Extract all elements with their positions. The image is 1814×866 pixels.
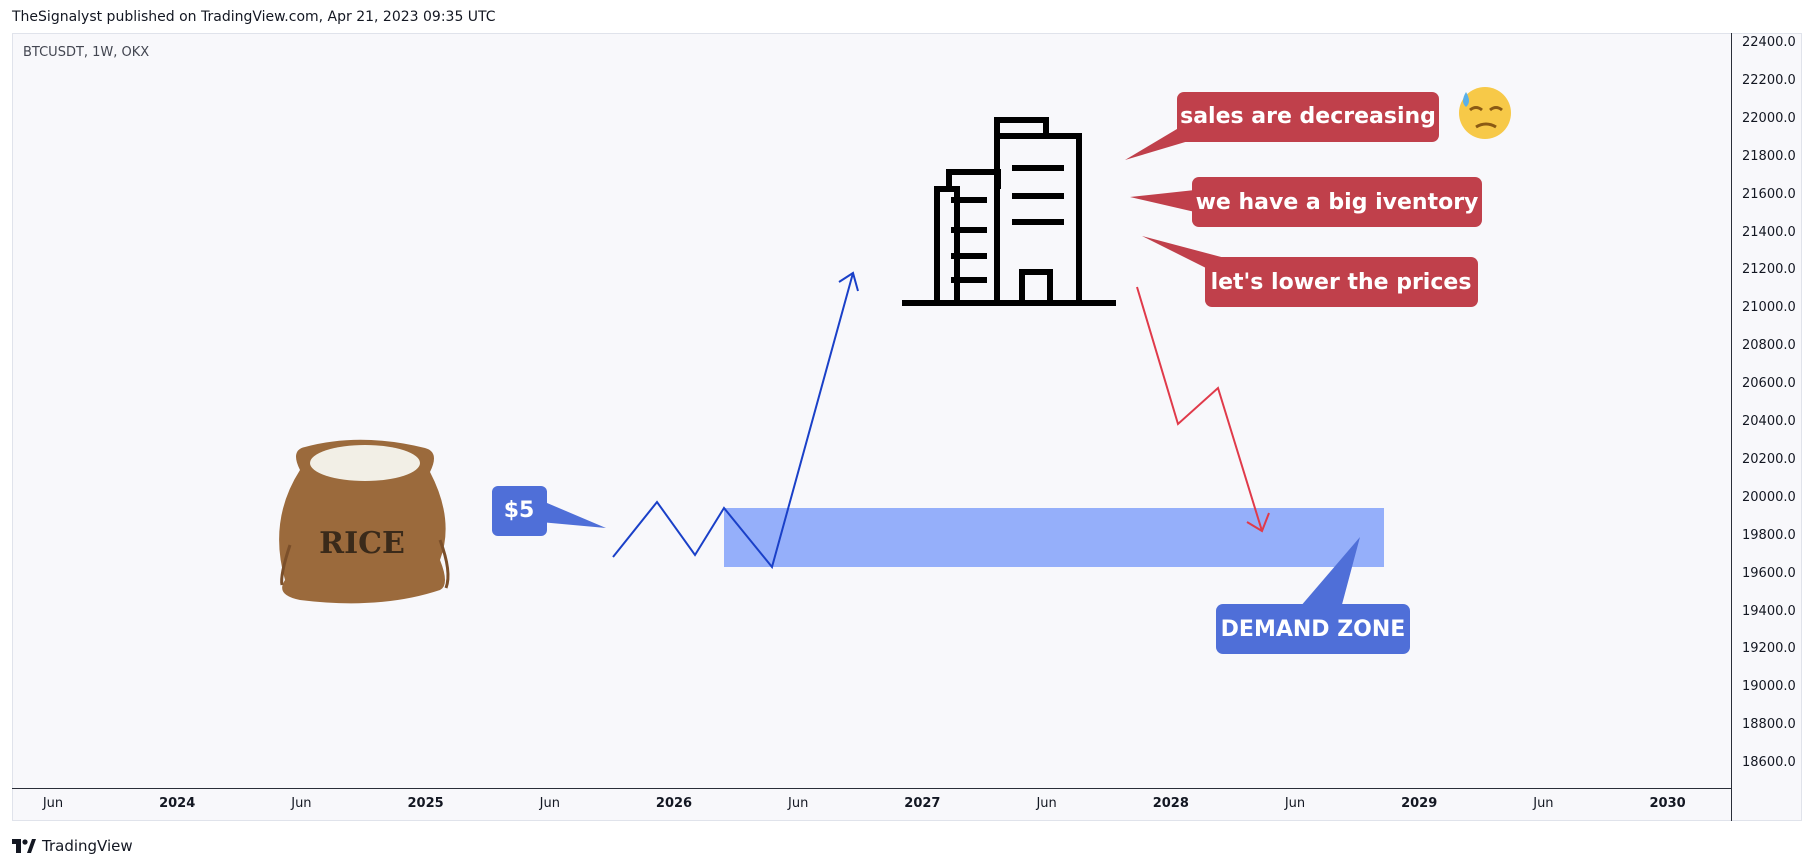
time-scale-border <box>12 788 1732 789</box>
symbol-legend[interactable]: BTCUSDT, 1W, OKX <box>23 45 150 60</box>
price-tick-label: 20200.0 <box>1742 451 1796 467</box>
speech-bubble-1[interactable]: sales are decreasing <box>1125 92 1439 160</box>
publication-header: TheSignalyst published on TradingView.co… <box>12 9 496 25</box>
price-tick-label: 21400.0 <box>1742 224 1796 240</box>
demand-zone-label: DEMAND ZONE <box>1221 617 1406 642</box>
price-tick-label: 19000.0 <box>1742 679 1796 695</box>
time-tick-label: 2026 <box>655 796 693 811</box>
sweat-face-emoji[interactable] <box>1459 87 1511 139</box>
time-tick-label: 2028 <box>1152 796 1189 811</box>
demand-zone-rect[interactable] <box>724 508 1384 567</box>
price-tick-label: 19200.0 <box>1742 641 1796 657</box>
price-callout-text: $5 <box>504 498 535 523</box>
price-tick-label: 22400.0 <box>1742 35 1796 50</box>
tradingview-logo[interactable]: TradingView <box>12 837 133 855</box>
time-tick-label: Jun <box>42 796 64 811</box>
down-arrow-head <box>1246 512 1270 533</box>
up-price-path[interactable] <box>612 272 854 570</box>
price-tick-label: 22200.0 <box>1742 72 1796 88</box>
time-tick-label: Jun <box>539 796 560 811</box>
speech-bubble-1-text: sales are decreasing <box>1180 104 1436 129</box>
time-tick-label: Jun <box>1533 796 1554 811</box>
price-tick-label: 20800.0 <box>1742 338 1796 354</box>
price-tick-label: 21800.0 <box>1742 148 1796 164</box>
price-tick-label: 21000.0 <box>1742 300 1796 316</box>
time-tick-label: 2025 <box>407 796 444 811</box>
price-tick-label: 19400.0 <box>1742 603 1796 619</box>
time-tick-label: 2029 <box>1401 796 1438 811</box>
price-tick-label: 21200.0 <box>1742 262 1796 278</box>
down-price-path[interactable] <box>1136 286 1263 532</box>
price-tick-label: 22000.0 <box>1742 110 1796 126</box>
tradingview-logo-icon <box>12 839 36 853</box>
price-scale-border <box>1731 33 1732 821</box>
price-tick-label: 20600.0 <box>1742 376 1796 392</box>
rice-sack[interactable]: RICE <box>279 439 450 604</box>
time-tick-label: 2030 <box>1649 796 1686 811</box>
up-arrow-head <box>838 271 859 292</box>
time-tick-label: 2024 <box>159 796 196 811</box>
tradingview-logo-text: TradingView <box>42 837 133 855</box>
office-building-icon[interactable] <box>902 117 1116 306</box>
rice-label: RICE <box>319 526 405 561</box>
price-tick-label: 18600.0 <box>1742 755 1796 771</box>
price-tick-label: 19800.0 <box>1742 527 1796 543</box>
price-tick-label: 19600.0 <box>1742 565 1796 581</box>
price-tick-label: 21600.0 <box>1742 186 1796 202</box>
demand-zone-callout[interactable]: DEMAND ZONE <box>1216 537 1410 654</box>
speech-bubble-3-text: let's lower the prices <box>1211 270 1472 295</box>
speech-bubble-2[interactable]: we have a big iventory <box>1130 177 1482 227</box>
time-tick-label: Jun <box>1284 796 1306 811</box>
time-tick-label: Jun <box>291 796 312 811</box>
price-callout[interactable]: $5 <box>492 486 606 536</box>
price-tick-label: 20000.0 <box>1742 489 1796 505</box>
speech-bubble-3[interactable]: let's lower the prices <box>1142 236 1478 307</box>
price-tick-label: 20400.0 <box>1742 414 1796 429</box>
price-tick-label: 18800.0 <box>1742 717 1796 733</box>
time-tick-label: Jun <box>1036 796 1057 811</box>
chart-pane[interactable] <box>12 33 1802 821</box>
speech-bubble-2-text: we have a big iventory <box>1196 190 1479 215</box>
time-tick-label: Jun <box>788 796 809 811</box>
time-tick-label: 2027 <box>904 796 941 811</box>
